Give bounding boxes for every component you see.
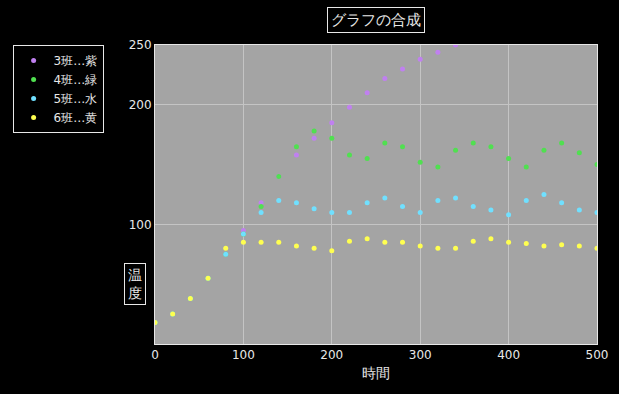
svg-text:400: 400 (497, 348, 520, 362)
svg-text:5班…水: 5班…水 (54, 92, 98, 106)
svg-text:300: 300 (409, 348, 432, 362)
svg-text:200: 200 (129, 98, 152, 112)
svg-text:4班…緑: 4班…緑 (54, 73, 98, 87)
svg-text:温度: 温度 (128, 267, 142, 301)
svg-text:0: 0 (151, 348, 159, 362)
svg-text:100: 100 (129, 218, 152, 232)
svg-text:500: 500 (586, 348, 609, 362)
svg-text:6班…黄: 6班…黄 (54, 111, 98, 125)
svg-text:100: 100 (232, 348, 255, 362)
svg-text:200: 200 (320, 348, 343, 362)
svg-text:時間: 時間 (362, 365, 390, 381)
svg-text:250: 250 (129, 38, 152, 52)
svg-text:3班…紫: 3班…紫 (54, 54, 98, 68)
svg-text:グラフの合成: グラフの合成 (331, 11, 421, 29)
